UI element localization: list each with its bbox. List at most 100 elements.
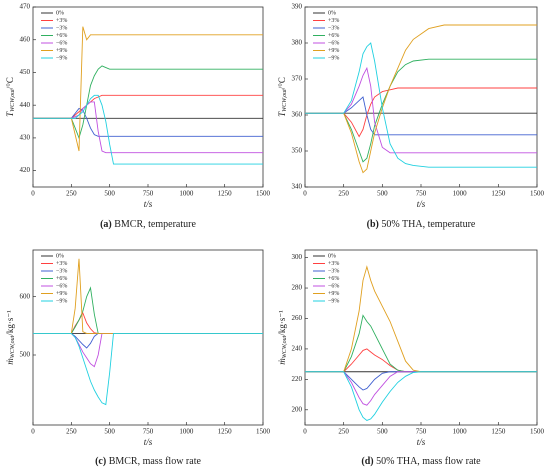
legend-label: 0% [328,10,336,16]
chart-panel: 0 250 500 750 1000 1250 1500 200 220 240 260 280 300… [277,249,545,467]
x-tick-label: 1500 [256,190,271,198]
caption: (a) BMCR, temperature [100,219,196,230]
x-tick-label: 1000 [453,428,468,436]
x-tick-label: 500 [377,428,388,436]
data-line [305,371,537,421]
x-tick-label: 1500 [256,428,271,436]
y-label-subscript: WCW,out [10,89,16,112]
y-label-subscript: WCW,out [282,335,288,358]
y-label-symbol: ṁ [277,358,287,365]
x-axis-label: t/s [417,437,426,447]
y-tick-label: 420 [20,166,31,174]
data-line [305,371,537,391]
y-tick-label: 380 [292,39,303,47]
caption: (b) 50% THA, temperature [367,219,476,230]
data-line [305,58,537,163]
chart-panel: 0 250 500 750 1000 1250 1500 500 600 t/s ṁWCW,out/… [5,249,271,467]
data-line [305,314,537,373]
data-line [33,107,263,137]
y-tick-label: 370 [292,75,303,83]
y-label-unit: /kg·s⁻¹ [277,310,287,336]
x-tick-label: 0 [31,428,35,436]
plot-frame [304,249,538,426]
legend-label: −9% [56,298,67,304]
x-tick-label: 1500 [530,428,545,436]
x-tick-label: 250 [66,190,77,198]
legend-label: 0% [56,10,64,16]
caption-label: (a) [100,219,112,230]
legend-label: +3% [56,18,67,24]
y-label-unit: /kg·s⁻¹ [5,310,15,336]
y-label-symbol: ṁ [5,358,15,365]
plot-frame [32,6,264,188]
legend-label: +9% [56,291,67,297]
x-tick-label: 0 [303,428,307,436]
legend-label: +6% [56,276,67,282]
caption: (c) BMCR, mass flow rate [95,456,201,467]
data-line [33,311,263,334]
x-tick-label: 750 [416,428,427,436]
data-line [33,65,263,140]
chart-panel: 0 250 500 750 1000 1250 1500 420 430 440 450 460 470… [5,3,270,231]
caption-text: 50% THA, temperature [381,219,476,230]
y-label-subscript: WCW,out [10,335,16,358]
y-tick-label: 260 [292,314,303,322]
data-line [33,332,263,368]
y-tick-label: 340 [292,183,303,191]
y-label-unit: /°C [5,77,15,89]
y-tick-label: 440 [20,101,31,109]
legend-label: +3% [328,18,339,24]
x-axis-label: t/s [144,437,153,447]
legend-label: −3% [328,25,339,31]
legend-label: 0% [56,253,64,259]
data-line [305,265,537,373]
y-axis-label: ṁWCW,out/kg·s⁻¹ [5,310,16,365]
y-tick-label: 430 [20,134,31,142]
caption-text: 50% THA, mass flow rate [376,456,481,467]
legend-label: +3% [328,261,339,267]
y-tick-label: 360 [292,111,303,119]
y-tick-label: 390 [292,3,303,11]
data-line [305,348,537,373]
legend-label: +6% [328,276,339,282]
caption-label: (c) [95,456,106,467]
x-tick-label: 1000 [179,190,194,198]
y-tick-label: 450 [20,68,31,76]
x-tick-label: 1250 [218,190,233,198]
x-tick-label: 1000 [179,428,194,436]
legend-label: +6% [328,33,339,39]
caption-text: BMCR, mass flow rate [109,456,202,467]
x-tick-label: 1500 [530,190,545,198]
legend-label: −3% [328,268,339,274]
y-tick-label: 460 [20,35,31,43]
data-line [33,258,263,334]
y-tick-label: 470 [20,3,31,11]
x-tick-label: 1000 [453,190,468,198]
y-axis-label: TWCW,out/°C [5,77,16,117]
data-line [33,94,263,119]
legend-label: +9% [56,48,67,54]
legend-label: −6% [56,40,67,46]
legend-label: −6% [56,283,67,289]
y-tick-label: 350 [292,147,303,155]
x-tick-label: 750 [143,190,154,198]
data-line [305,96,537,136]
y-label-subscript: WCW,out [282,89,288,112]
y-label-unit: /°C [277,77,287,89]
x-axis-label: t/s [144,199,153,209]
data-line [33,26,263,152]
legend-label: −6% [328,283,339,289]
x-tick-label: 0 [303,190,307,198]
y-tick-label: 280 [292,284,303,292]
y-tick-label: 500 [20,351,31,359]
x-tick-label: 750 [143,428,154,436]
data-line [33,332,263,349]
legend-label: −3% [56,268,67,274]
data-line [305,371,537,406]
y-label-symbol: T [5,111,15,117]
x-tick-label: 250 [338,190,349,198]
y-tick-label: 220 [292,375,303,383]
legend-label: +6% [56,33,67,39]
chart-panel: 0 250 500 750 1000 1250 1500 340 350 360 370 380 390… [277,3,544,231]
